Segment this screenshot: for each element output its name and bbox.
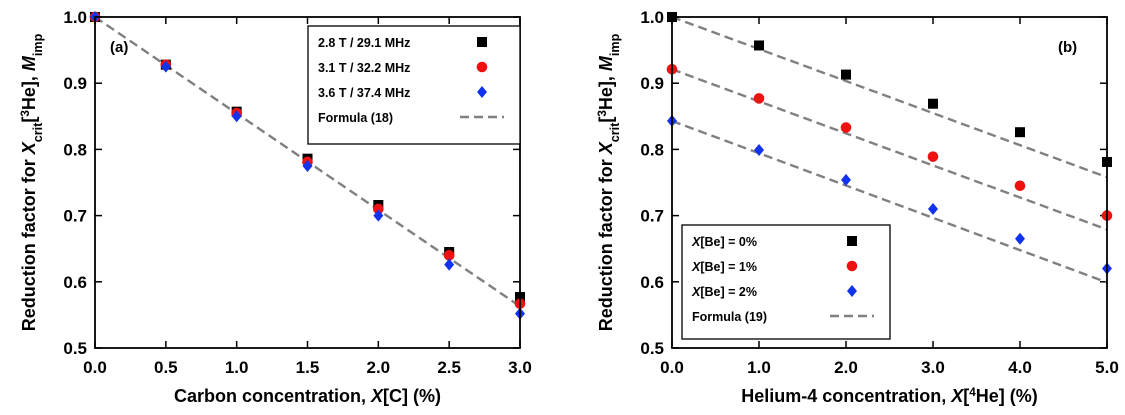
data-point xyxy=(754,40,764,51)
data-point xyxy=(231,110,242,123)
legend-label: X[Be] = 1% xyxy=(691,260,757,274)
data-point xyxy=(841,173,851,186)
panel-label: (a) xyxy=(110,39,128,56)
series-2 xyxy=(666,63,1113,221)
y-axis-label: Reduction factor for Xcrit[3He], Mimp xyxy=(19,33,46,331)
data-point xyxy=(373,203,384,215)
y-tick-label: 0.8 xyxy=(63,140,87,159)
fit-line xyxy=(671,119,1108,284)
plot-frame xyxy=(671,16,1108,349)
data-point xyxy=(302,159,313,172)
legend: X[Be] = 0% X[Be] = 1% X[Be] = 2% Formula (1… xyxy=(681,224,891,340)
y-tick-label: 0.9 xyxy=(63,74,87,93)
data-point xyxy=(841,69,851,80)
data-point xyxy=(1015,232,1025,245)
data-point xyxy=(753,93,765,104)
y-axis-label: Reduction factor for Xcrit[3He], Mimp xyxy=(596,33,623,331)
x-tick-label: 0.0 xyxy=(660,358,684,377)
chart-panel-1: 0.0 0.5 1.0 1.5 2.0 2.5 3.00.50.60.70.80.91.0(… xyxy=(19,8,532,406)
legend-swatch xyxy=(846,260,858,272)
legend-swatch xyxy=(477,86,487,98)
y-tick-label: 0.7 xyxy=(640,207,664,226)
legend-label: 3.6 T / 37.4 MHz xyxy=(318,86,410,100)
y-tick-label: 0.6 xyxy=(63,273,87,292)
data-point xyxy=(928,98,938,109)
x-tick-label: 2.0 xyxy=(367,358,391,377)
data-point xyxy=(840,122,852,133)
legend-label: X[Be] = 2% xyxy=(691,285,757,299)
legend-swatch xyxy=(477,37,487,47)
x-tick-label: 3.0 xyxy=(508,358,532,377)
y-tick-label: 0.5 xyxy=(640,339,664,358)
legend-swatch xyxy=(847,285,857,297)
series-1 xyxy=(667,12,1112,167)
legend-swatch xyxy=(847,236,857,246)
data-point xyxy=(160,60,171,73)
x-tick-label: 1.0 xyxy=(747,358,771,377)
legend-label: 3.1 T / 32.2 MHz xyxy=(318,61,410,75)
y-tick-label: 0.9 xyxy=(640,74,664,93)
data-point xyxy=(1015,127,1025,138)
panel-label: (b) xyxy=(1058,39,1077,56)
data-point xyxy=(443,250,455,261)
legend-label: X[Be] = 0% xyxy=(691,235,757,249)
data-point xyxy=(754,144,764,157)
legend-swatch xyxy=(476,61,488,73)
x-tick-label: 0.5 xyxy=(154,358,178,377)
x-tick-label: 3.0 xyxy=(921,358,945,377)
x-tick-label: 0.0 xyxy=(83,358,107,377)
y-tick-label: 0.6 xyxy=(640,273,664,292)
plot-frame xyxy=(94,16,521,349)
legend-label: Formula (18) xyxy=(318,111,393,125)
data-point xyxy=(373,209,384,222)
legend-label: 2.8 T / 29.1 MHz xyxy=(318,36,410,50)
data-point xyxy=(928,202,938,215)
data-point xyxy=(444,258,455,271)
series-3 xyxy=(667,114,1112,275)
y-tick-label: 0.8 xyxy=(640,140,664,159)
x-tick-label: 5.0 xyxy=(1095,358,1119,377)
y-tick-label: 0.5 xyxy=(63,339,87,358)
x-axis-label: Helium-4 concentration, X[4He] (%) xyxy=(741,386,1038,407)
x-tick-label: 4.0 xyxy=(1008,358,1032,377)
fit-line xyxy=(671,68,1108,231)
y-tick-label: 1.0 xyxy=(63,8,87,27)
x-tick-label: 2.5 xyxy=(437,358,461,377)
legend-label: Formula (19) xyxy=(692,310,767,324)
fit-line xyxy=(671,15,1108,179)
x-axis-label: Carbon concentration, X[C] (%) xyxy=(174,386,441,406)
x-tick-label: 1.0 xyxy=(225,358,249,377)
data-point xyxy=(1014,180,1026,192)
x-tick-label: 2.0 xyxy=(834,358,858,377)
y-tick-label: 0.7 xyxy=(63,207,87,226)
y-tick-label: 1.0 xyxy=(640,8,664,27)
data-point xyxy=(927,151,939,162)
x-tick-label: 1.5 xyxy=(296,358,320,377)
chart-panel-2: 0.0 1.0 2.0 3.0 4.0 5.0 0.5 0.6 0.7 0.8 0.9 1.0 (b) X… xyxy=(596,8,1119,406)
legend: 2.8 T / 29.1 MHz 3.1 T / 32.2 MHz 3.6 T / … xyxy=(307,25,521,145)
